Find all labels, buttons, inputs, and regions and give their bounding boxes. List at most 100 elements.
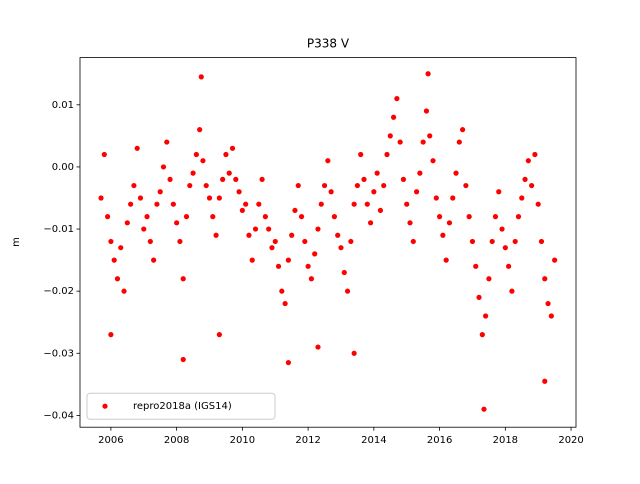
point [206, 195, 213, 201]
point [101, 151, 107, 158]
point [229, 145, 236, 151]
point [473, 263, 479, 269]
y-tick-label: −0.03 [43, 348, 74, 359]
point [144, 214, 150, 220]
x-tick-label: 2018 [493, 435, 518, 446]
point [446, 220, 453, 226]
point [141, 226, 147, 232]
point [177, 238, 183, 245]
point [154, 201, 160, 207]
point [147, 238, 153, 245]
point [410, 238, 416, 245]
point [476, 294, 482, 300]
point [456, 139, 462, 145]
point [256, 201, 262, 207]
point [394, 95, 400, 102]
point [128, 201, 134, 207]
point [466, 214, 472, 220]
point [425, 71, 431, 77]
legend-box [86, 392, 276, 420]
point [170, 201, 176, 207]
point [252, 226, 259, 232]
point [384, 151, 390, 158]
point [469, 238, 476, 245]
point [239, 207, 245, 214]
point [197, 127, 203, 133]
point [400, 176, 407, 182]
point [506, 263, 512, 269]
point [532, 151, 538, 158]
point [137, 195, 144, 201]
point [535, 201, 541, 207]
point [213, 232, 219, 238]
point [114, 276, 121, 282]
point [180, 356, 186, 363]
point [499, 226, 505, 232]
point [496, 189, 502, 195]
point [121, 288, 127, 294]
point [187, 182, 193, 189]
point [198, 74, 204, 80]
legend-marker [102, 403, 108, 409]
point [489, 238, 495, 245]
point [312, 251, 318, 257]
point [436, 214, 443, 220]
point [233, 176, 239, 182]
point [460, 127, 466, 133]
point [318, 201, 324, 207]
point [450, 195, 456, 201]
point [479, 332, 485, 338]
point [305, 263, 311, 269]
point [108, 332, 114, 338]
chart-title: P338 V [307, 37, 350, 51]
point [344, 288, 351, 294]
y-tick-label: −0.01 [43, 224, 74, 235]
point [216, 195, 222, 201]
point [502, 245, 508, 251]
legend-label: repro2018a (IGS14) [133, 401, 232, 412]
point [285, 257, 291, 263]
point [315, 344, 321, 350]
point [272, 238, 278, 245]
point [164, 139, 170, 145]
point [111, 257, 117, 263]
point [420, 139, 426, 145]
point [295, 182, 301, 189]
x-tick-label: 2010 [230, 435, 255, 446]
point [519, 195, 525, 201]
point [243, 201, 249, 207]
point [427, 133, 433, 139]
point [371, 189, 377, 195]
point [463, 182, 469, 189]
point [302, 238, 308, 245]
point [223, 151, 229, 158]
point [262, 214, 268, 220]
point [246, 232, 252, 238]
point [390, 114, 397, 120]
point [160, 164, 167, 170]
point [374, 170, 380, 176]
point [308, 276, 315, 282]
point [167, 176, 173, 182]
point [509, 288, 515, 294]
point [321, 182, 328, 189]
point [367, 220, 374, 226]
point [118, 245, 124, 251]
point [486, 276, 492, 282]
point [348, 238, 354, 245]
point [151, 257, 157, 263]
point [552, 257, 558, 263]
x-tick-label: 2014 [361, 435, 386, 446]
point [525, 158, 531, 164]
point [203, 182, 209, 189]
point [548, 313, 554, 319]
point [180, 276, 186, 282]
point [325, 158, 331, 164]
y-axis-label: m [11, 237, 22, 247]
point [289, 232, 295, 238]
x-tick-label: 2012 [295, 435, 320, 446]
y-tick-label: 0.00 [52, 162, 74, 173]
point [335, 232, 341, 238]
point [542, 276, 548, 282]
point [157, 189, 163, 195]
